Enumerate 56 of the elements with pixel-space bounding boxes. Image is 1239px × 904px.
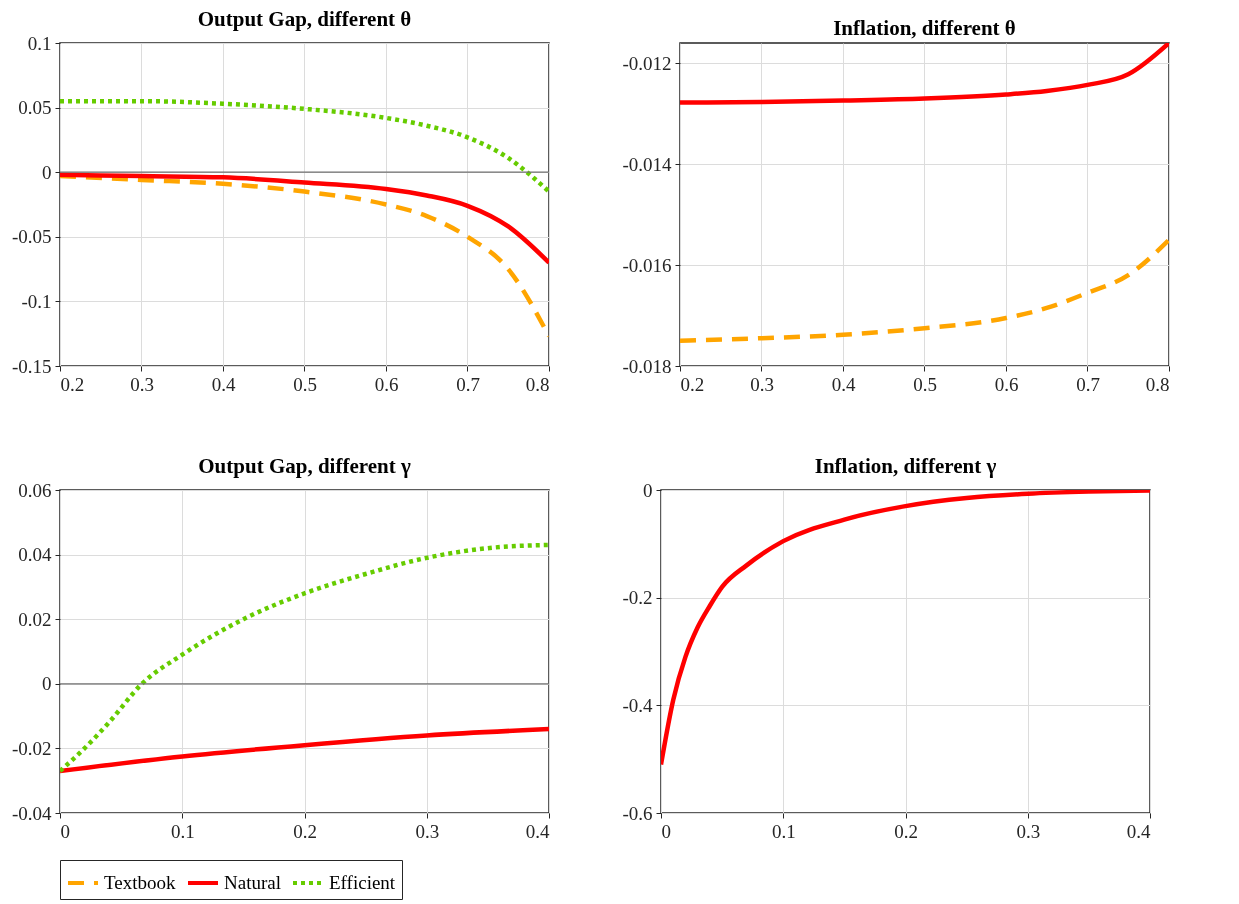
y-tick-label: -0.1 — [21, 290, 52, 312]
x-tick-label: 0.4 — [1126, 820, 1151, 842]
x-tick-label: 0.7 — [1076, 373, 1100, 395]
y-tick-label: 0 — [643, 479, 653, 501]
y-tick-label: -0.4 — [622, 694, 653, 716]
y-tick-label: -0.04 — [11, 802, 52, 824]
x-tick-label: 0.1 — [771, 820, 796, 842]
x-tick-label: 0.4 — [525, 820, 550, 842]
y-tick-label: 0 — [42, 673, 52, 695]
y-tick-label: -0.012 — [622, 52, 672, 74]
line-series — [680, 237, 1169, 344]
y-tick-label: 0.05 — [18, 97, 52, 119]
y-tick-label: -0.15 — [11, 355, 52, 377]
y-tick-label: 0.06 — [18, 479, 52, 501]
chart-title: Inflation, different θ — [833, 16, 1016, 40]
line-series — [680, 43, 1169, 105]
x-tick-label: 0.2 — [894, 820, 918, 842]
line-series — [60, 542, 549, 774]
x-tick-label: 0.3 — [130, 373, 154, 395]
x-tick-label: 0.4 — [211, 373, 236, 395]
x-tick-label: 0.3 — [415, 820, 440, 842]
legend-label: Natural — [224, 872, 281, 893]
y-tick-label: 0.1 — [27, 32, 52, 54]
chart-title: Inflation, different γ — [814, 454, 997, 478]
x-tick-label: 0.2 — [293, 820, 317, 842]
y-tick-label: -0.2 — [622, 587, 653, 609]
x-tick-label: 0.3 — [1016, 820, 1041, 842]
x-tick-label: 0 — [60, 820, 70, 842]
x-tick-label: 0.3 — [750, 373, 774, 395]
x-tick-label: 0.8 — [1145, 373, 1170, 395]
y-tick-label: -0.016 — [622, 254, 672, 276]
chart-title: Output Gap, different θ — [197, 7, 412, 31]
x-tick-label: 0.5 — [293, 373, 317, 395]
y-tick-label: -0.05 — [11, 226, 52, 248]
x-tick-label: 0.5 — [913, 373, 937, 395]
y-tick-label: -0.02 — [11, 737, 52, 759]
line-series — [60, 172, 549, 265]
line-series — [60, 726, 549, 774]
y-tick-label: -0.018 — [622, 355, 672, 377]
legend-label: Efficient — [329, 872, 396, 893]
x-tick-label: 0.4 — [831, 373, 856, 395]
x-tick-label: 0.6 — [994, 373, 1019, 395]
legend-label: Textbook — [104, 872, 176, 893]
x-tick-label: 0.6 — [374, 373, 399, 395]
y-tick-label: 0 — [42, 161, 52, 183]
chart-title: Output Gap, different γ — [198, 454, 411, 478]
x-tick-label: 0.8 — [525, 373, 550, 395]
y-tick-label: 0.04 — [18, 544, 52, 566]
x-tick-label: 0.2 — [60, 373, 85, 395]
y-tick-label: 0.02 — [18, 608, 52, 630]
x-tick-label: 0.2 — [680, 373, 705, 395]
x-tick-label: 0.7 — [456, 373, 480, 395]
y-tick-label: -0.6 — [622, 802, 653, 824]
x-tick-label: 0.1 — [170, 820, 195, 842]
line-series — [60, 98, 549, 194]
y-tick-label: -0.014 — [622, 153, 672, 175]
